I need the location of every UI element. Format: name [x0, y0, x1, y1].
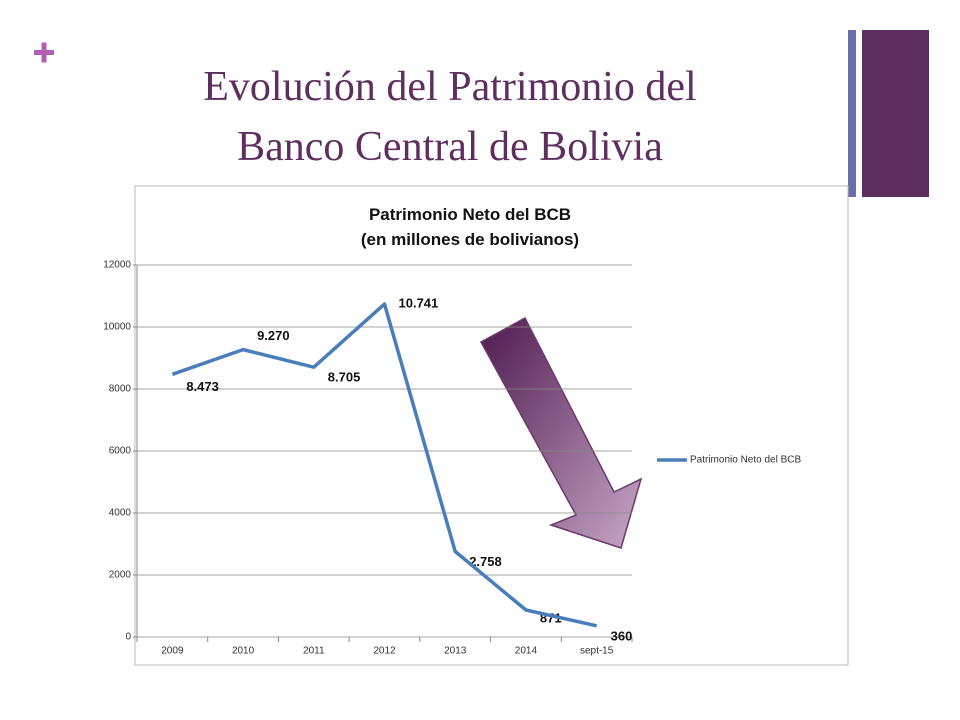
- y-tick-label: 12000: [103, 260, 131, 271]
- slide-title: Banco Central de Bolivia: [237, 124, 663, 170]
- data-label: 9.270: [257, 328, 290, 343]
- x-tick-label: 2013: [444, 646, 467, 657]
- data-line: [171, 302, 598, 628]
- decor-bar: [848, 30, 856, 197]
- y-tick-label: 4000: [109, 508, 132, 519]
- x-tick-label: 2011: [303, 646, 325, 657]
- x-tick-label: 2010: [232, 646, 255, 657]
- legend-label: Patrimonio Neto del BCB: [690, 455, 801, 466]
- data-label: 10.741: [399, 295, 439, 310]
- slide-title: Evolución del Patrimonio del: [203, 64, 696, 110]
- y-tick-label: 0: [125, 632, 131, 643]
- y-tick-label: 6000: [109, 446, 132, 457]
- y-tick-label: 2000: [109, 570, 132, 581]
- data-label: 360: [611, 628, 633, 643]
- chart-title: Patrimonio Neto del BCB: [369, 205, 571, 224]
- chart-frame: [134, 185, 849, 666]
- x-tick-label: 2009: [161, 646, 184, 657]
- x-tick-label: sept-15: [580, 646, 614, 657]
- data-label: 8.473: [186, 379, 219, 394]
- plus-icon: [41, 42, 47, 63]
- x-tick-label: 2014: [515, 646, 538, 657]
- chart-subtitle: (en millones de bolivianos): [361, 230, 579, 249]
- x-tick-label: 2012: [373, 646, 396, 657]
- decor-bar: [862, 30, 929, 197]
- decor-arrow: [479, 316, 643, 549]
- data-label: 2.758: [469, 554, 502, 569]
- y-tick-label: 8000: [109, 384, 132, 395]
- y-tick-label: 10000: [103, 322, 131, 333]
- data-label: 8.705: [328, 370, 361, 385]
